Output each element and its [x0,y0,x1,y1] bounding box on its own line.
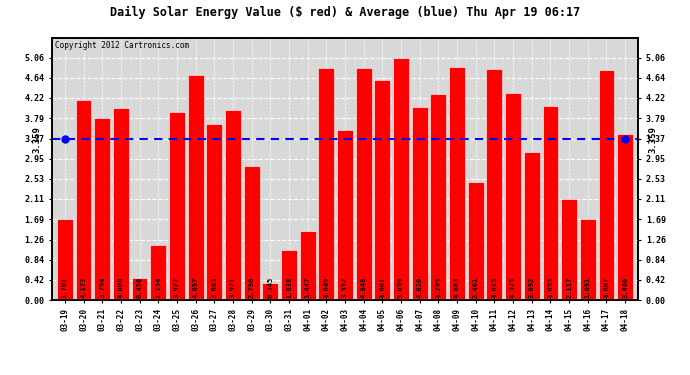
Bar [524,152,540,300]
Text: Copyright 2012 Cartronics.com: Copyright 2012 Cartronics.com [55,42,189,51]
Bar [76,100,92,300]
Text: 2.117: 2.117 [566,276,572,298]
Text: Daily Solar Energy Value ($ red) & Average (blue) Thu Apr 19 06:17: Daily Solar Energy Value ($ red) & Avera… [110,6,580,19]
Text: 3.794: 3.794 [99,276,105,298]
Bar [57,219,72,300]
Bar [299,231,315,300]
Bar [431,94,446,300]
Bar [169,112,185,300]
Bar [281,250,297,300]
Text: 0.450: 0.450 [137,276,143,298]
Text: 3.683: 3.683 [211,276,217,298]
Bar [561,199,577,300]
Bar [505,93,521,300]
Bar [225,110,241,300]
Text: 3.552: 3.552 [342,276,348,298]
Bar [393,58,409,300]
Text: 4.008: 4.008 [118,276,124,298]
Bar [132,279,148,300]
Bar [318,68,334,300]
Text: 1.447: 1.447 [305,276,310,298]
Text: 1.701: 1.701 [62,276,68,298]
Bar [206,124,222,300]
Text: 4.325: 4.325 [510,276,516,298]
Text: 4.848: 4.848 [361,276,366,298]
Text: 4.295: 4.295 [435,276,442,298]
Bar [598,70,614,300]
Text: 1.038: 1.038 [286,276,292,298]
Bar [486,69,502,300]
Bar [337,130,353,300]
Text: 4.020: 4.020 [417,276,423,298]
Bar [375,80,391,300]
Text: 4.849: 4.849 [324,276,329,298]
Bar [580,219,595,300]
Text: 2.461: 2.461 [473,276,479,298]
Bar [188,75,204,300]
Bar [95,118,110,300]
Text: 4.815: 4.815 [491,276,497,298]
Text: 3.359: 3.359 [649,126,658,153]
Text: 3.927: 3.927 [174,276,180,298]
Bar [262,284,278,300]
Text: 3.460: 3.460 [622,276,628,298]
Text: 4.601: 4.601 [380,276,385,298]
Bar [449,67,465,300]
Text: 4.055: 4.055 [547,276,553,298]
Text: 2.796: 2.796 [248,276,255,298]
Text: 3.971: 3.971 [230,276,236,298]
Bar [618,134,633,300]
Text: 5.059: 5.059 [398,276,404,298]
Text: 3.359: 3.359 [32,126,41,153]
Bar [150,245,166,300]
Bar [412,107,428,300]
Bar [356,68,372,300]
Bar [542,106,558,300]
Text: 4.863: 4.863 [454,276,460,298]
Text: 4.173: 4.173 [81,276,86,298]
Bar [244,166,259,300]
Text: 0.345: 0.345 [267,276,273,298]
Text: 3.092: 3.092 [529,276,535,298]
Bar [468,182,484,300]
Text: 1.691: 1.691 [585,276,591,298]
Text: 1.154: 1.154 [155,276,161,298]
Text: 4.697: 4.697 [193,276,199,298]
Bar [113,108,129,300]
Text: 4.807: 4.807 [604,276,609,298]
